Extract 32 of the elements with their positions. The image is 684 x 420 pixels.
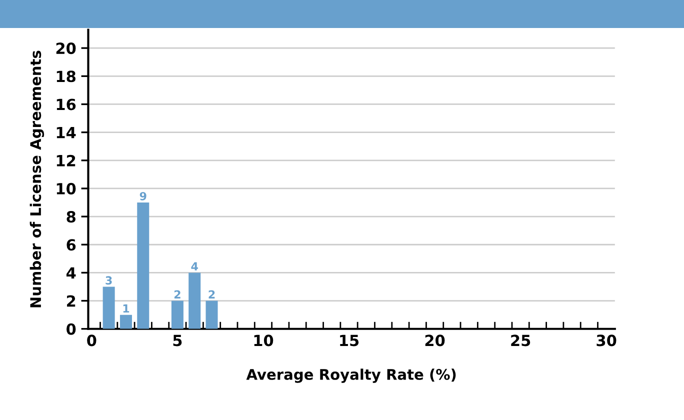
y-tick-label: 20 [56, 42, 76, 54]
y-tick-label: 4 [66, 267, 76, 279]
y-tick-label: 6 [66, 239, 76, 251]
bar [171, 300, 184, 329]
bar [206, 300, 218, 329]
y-tick-label: 0 [66, 323, 76, 335]
x-tick-label: 30 [596, 334, 616, 346]
x-tick-label: 15 [340, 334, 359, 346]
x-tick-label: 25 [511, 334, 530, 346]
data-label: 2 [208, 290, 215, 298]
y-tick-label: 8 [66, 211, 76, 223]
y-tick-label: 14 [56, 126, 76, 138]
y-tick-label: 18 [56, 70, 76, 82]
y-tick-label: 2 [67, 295, 76, 307]
bar [102, 286, 115, 329]
data-label: 4 [191, 262, 198, 270]
bar [188, 272, 201, 329]
x-axis-title: Average Royalty Rate (%) [246, 368, 456, 383]
x-tick-label: 10 [254, 334, 274, 346]
data-label: 3 [106, 276, 112, 285]
data-label: 9 [140, 192, 146, 200]
x-tick-label: 5 [173, 334, 182, 346]
y-axis-title: Number of License Agreements [30, 50, 44, 308]
x-tick-label: 0 [87, 334, 96, 346]
data-label: 1 [123, 304, 130, 313]
bar [137, 202, 150, 329]
y-tick-label: 10 [56, 182, 76, 194]
x-tick-label: 20 [425, 334, 445, 346]
y-tick-label: 12 [56, 154, 76, 166]
y-tick-label: 16 [56, 98, 76, 110]
bar [120, 314, 132, 329]
data-label: 2 [174, 290, 180, 298]
